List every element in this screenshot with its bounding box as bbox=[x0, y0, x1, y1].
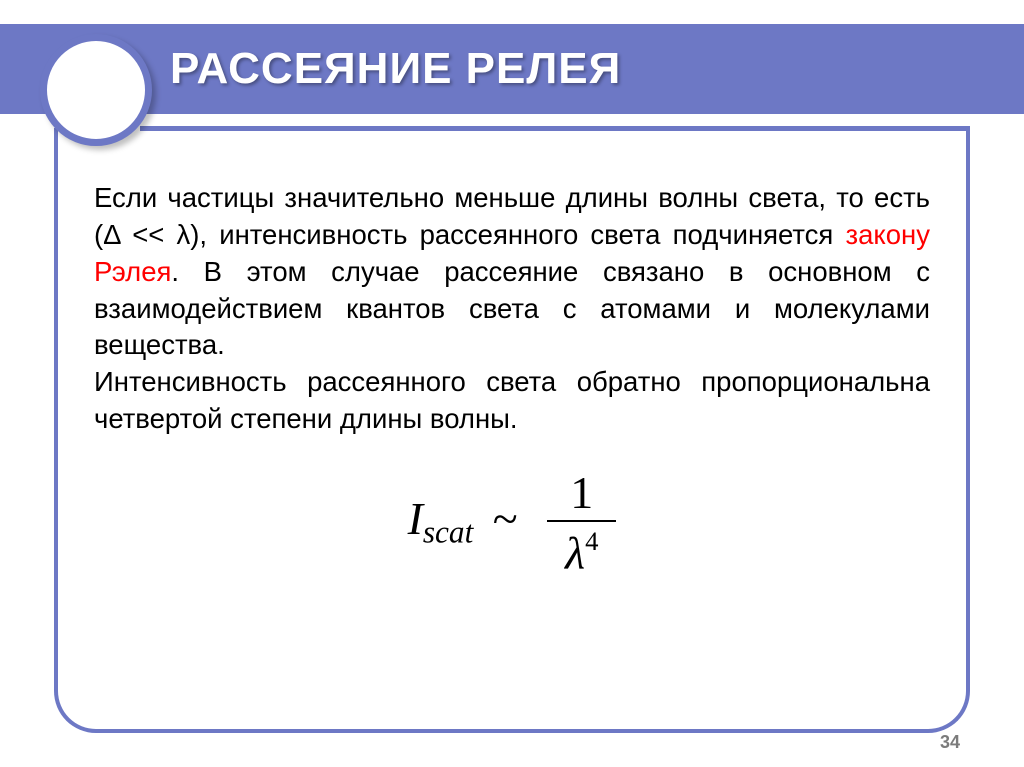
formula-lhs-subscript: scat bbox=[423, 515, 473, 550]
formula-fraction: 1 λ4 bbox=[547, 470, 616, 577]
body-paragraph-2: Интенсивность рассеянного света обратно … bbox=[94, 364, 930, 438]
title-band: РАССЕЯНИЕ РЕЛЕЯ bbox=[0, 24, 1024, 114]
body-paragraph: Если частицы значительно меньше длины во… bbox=[94, 180, 930, 364]
formula-relation: ~ bbox=[493, 493, 518, 544]
formula-denominator: λ4 bbox=[547, 520, 616, 577]
formula-denom-exponent: 4 bbox=[585, 526, 598, 556]
body-text-before: Если частицы значительно меньше длины во… bbox=[94, 182, 930, 250]
title-disc-icon bbox=[40, 34, 152, 146]
body-text-after: . В этом случае рассеяние связано в осно… bbox=[94, 256, 930, 361]
formula-denom-symbol: λ bbox=[565, 528, 585, 579]
formula: Iscat ~ 1 λ4 bbox=[94, 470, 930, 577]
slide-body: Если частицы значительно меньше длины во… bbox=[94, 180, 930, 577]
slide-title: РАССЕЯНИЕ РЕЛЕЯ bbox=[170, 44, 621, 94]
formula-numerator: 1 bbox=[547, 470, 616, 520]
formula-lhs-symbol: I bbox=[408, 493, 423, 544]
page-number: 34 bbox=[940, 732, 960, 753]
